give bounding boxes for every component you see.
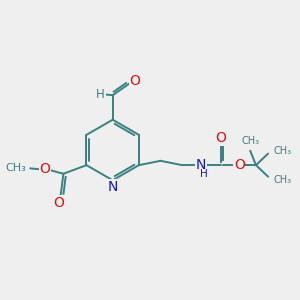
Text: O: O [39, 163, 50, 176]
Text: N: N [196, 158, 206, 172]
Text: O: O [234, 158, 245, 172]
Text: H: H [96, 88, 105, 100]
Text: H: H [200, 169, 208, 179]
Text: O: O [215, 131, 226, 145]
Text: CH₃: CH₃ [273, 146, 291, 156]
Text: N: N [107, 180, 118, 194]
Text: CH₃: CH₃ [273, 175, 291, 184]
Text: CH₃: CH₃ [241, 136, 259, 146]
Text: O: O [54, 196, 64, 210]
Text: CH₃: CH₃ [5, 163, 26, 173]
Text: O: O [130, 74, 140, 88]
